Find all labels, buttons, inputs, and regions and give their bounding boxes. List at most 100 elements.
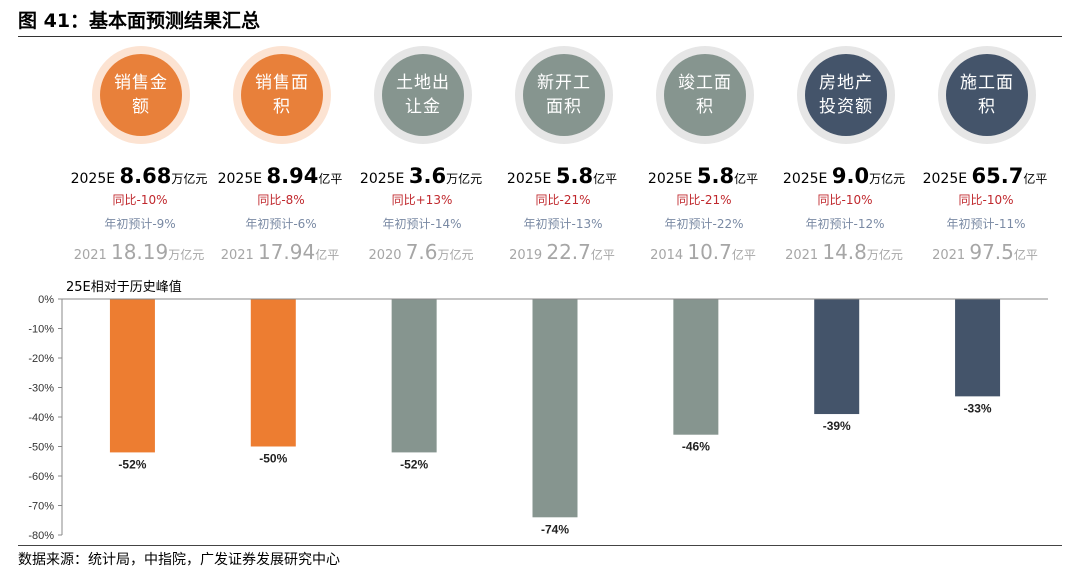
metric-badge: 销售金额 [100, 54, 182, 136]
yoy-change: 同比-10% [817, 193, 873, 207]
peak-number: 97.5 [969, 240, 1014, 264]
forecast-year: 2025E [922, 171, 968, 187]
yoy-change: 同比-21% [535, 193, 591, 207]
peak-unit: 万亿元 [168, 248, 205, 262]
initial-estimate: 年初预计-13% [523, 217, 603, 231]
historical-peak: 2021 18.19万亿元 [59, 240, 219, 264]
historical-peak: 2021 14.8万亿元 [764, 240, 924, 264]
metric-name: 新开工面积 [537, 73, 591, 117]
yoy-change: 同比-8% [257, 193, 305, 207]
forecast-unit: 亿平 [593, 172, 618, 186]
yoy-change: 同比-21% [676, 193, 732, 207]
yoy-change: 同比+13% [391, 193, 453, 207]
forecast-number: 3.6 [408, 164, 447, 188]
peak-number: 10.7 [687, 240, 732, 264]
y-tick-label: -20% [28, 353, 54, 365]
initial-estimate: 年初预计-12% [805, 217, 885, 231]
historical-peak: 2014 10.7亿平 [623, 240, 783, 264]
forecast-number: 5.8 [696, 164, 735, 188]
metric-name: 销售面积 [255, 73, 309, 117]
initial-estimate: 年初预计-22% [664, 217, 744, 231]
peak-unit: 亿平 [1013, 248, 1038, 262]
forecast-number: 5.8 [555, 164, 594, 188]
forecast-unit: 万亿元 [171, 172, 208, 186]
initial-estimate: 年初预计-9% [104, 217, 176, 231]
y-tick-label: -30% [28, 383, 54, 395]
forecast-value: 2025E 9.0万亿元 [764, 164, 924, 188]
forecast-value: 2025E 5.8亿平 [623, 164, 783, 188]
peak-number: 22.7 [546, 240, 591, 264]
forecast-unit: 亿平 [1023, 172, 1048, 186]
peak-year: 2021 [932, 248, 966, 263]
bar [673, 299, 719, 435]
metric-name: 销售金额 [114, 73, 168, 117]
peak-unit: 亿平 [731, 248, 756, 262]
initial-estimate: 年初预计-6% [245, 217, 317, 231]
forecast-number: 8.68 [119, 164, 172, 188]
bar [109, 299, 155, 453]
y-tick-label: -70% [28, 501, 54, 513]
metric-ring: 房地产投资额 [797, 46, 895, 144]
forecast-number: 8.94 [266, 164, 319, 188]
historical-peak: 2021 17.94亿平 [200, 240, 360, 264]
bar [814, 299, 860, 415]
source-rule [18, 545, 1062, 546]
forecast-year: 2025E [359, 171, 405, 187]
metric-name: 施工面积 [960, 73, 1014, 117]
metric-name: 竣工面积 [678, 73, 732, 117]
peak-unit: 万亿元 [866, 248, 903, 262]
bar-value-label: -74% [541, 522, 569, 536]
bar [955, 299, 1001, 397]
peak-year: 2014 [650, 248, 684, 263]
forecast-value: 2025E 8.94亿平 [200, 164, 360, 188]
bar-value-label: -33% [964, 401, 992, 415]
peak-number: 18.19 [110, 240, 169, 264]
forecast-year: 2025E [782, 171, 828, 187]
bar-value-label: -46% [682, 440, 710, 454]
metric-badge: 施工面积 [946, 54, 1028, 136]
yoy-change: 同比-10% [112, 193, 168, 207]
peak-unit: 亿平 [315, 248, 340, 262]
forecast-year: 2025E [647, 171, 693, 187]
forecast-number: 65.7 [971, 164, 1024, 188]
peak-number: 7.6 [405, 240, 438, 264]
initial-estimate: 年初预计-14% [382, 217, 462, 231]
metric-ring: 土地出让金 [374, 46, 472, 144]
forecast-value: 2025E 8.68万亿元 [59, 164, 219, 188]
forecast-unit: 亿平 [734, 172, 759, 186]
metric-columns: 销售金额 2025E 8.68万亿元 同比-10% 年初预计-9% 2021 18.19… [0, 44, 1080, 270]
forecast-year: 2025E [506, 171, 552, 187]
historical-peak: 2019 22.7亿平 [482, 240, 642, 264]
metric-ring: 竣工面积 [656, 46, 754, 144]
metric-ring: 施工面积 [938, 46, 1036, 144]
forecast-value: 2025E 65.7亿平 [905, 164, 1065, 188]
chart-title: 25E相对于历史峰值 [66, 280, 182, 295]
forecast-unit: 万亿元 [869, 172, 906, 186]
bar-value-label: -50% [259, 452, 287, 466]
y-tick-label: -80% [28, 530, 54, 542]
bar-value-label: -39% [823, 419, 851, 433]
metric-badge: 销售面积 [241, 54, 323, 136]
metric-name: 土地出让金 [396, 73, 450, 117]
metric-badge: 土地出让金 [382, 54, 464, 136]
bar-value-label: -52% [118, 457, 146, 471]
forecast-year: 2025E [217, 171, 263, 187]
y-tick-label: -60% [28, 471, 54, 483]
metric-badge: 新开工面积 [523, 54, 605, 136]
bar-value-label: -52% [400, 457, 428, 471]
metric-name: 房地产投资额 [819, 73, 873, 117]
y-tick-label: 0% [38, 294, 54, 306]
bar-chart: 0% -10% -20% -30% -40% -50% -60% -70% -80% -52% -5… [28, 294, 1048, 542]
metric-ring: 销售面积 [233, 46, 331, 144]
bar [532, 299, 578, 518]
forecast-year: 2025E [70, 171, 116, 187]
y-tick-label: -10% [28, 324, 54, 336]
bar [250, 299, 296, 447]
peak-year: 2021 [785, 248, 819, 263]
peak-number: 17.94 [257, 240, 316, 264]
source-note: 数据来源：统计局，中指院，广发证券发展研究中心 [18, 552, 340, 568]
forecast-unit: 万亿元 [446, 172, 483, 186]
initial-estimate: 年初预计-11% [946, 217, 1026, 231]
forecast-value: 2025E 3.6万亿元 [341, 164, 501, 188]
forecast-value: 2025E 5.8亿平 [482, 164, 642, 188]
